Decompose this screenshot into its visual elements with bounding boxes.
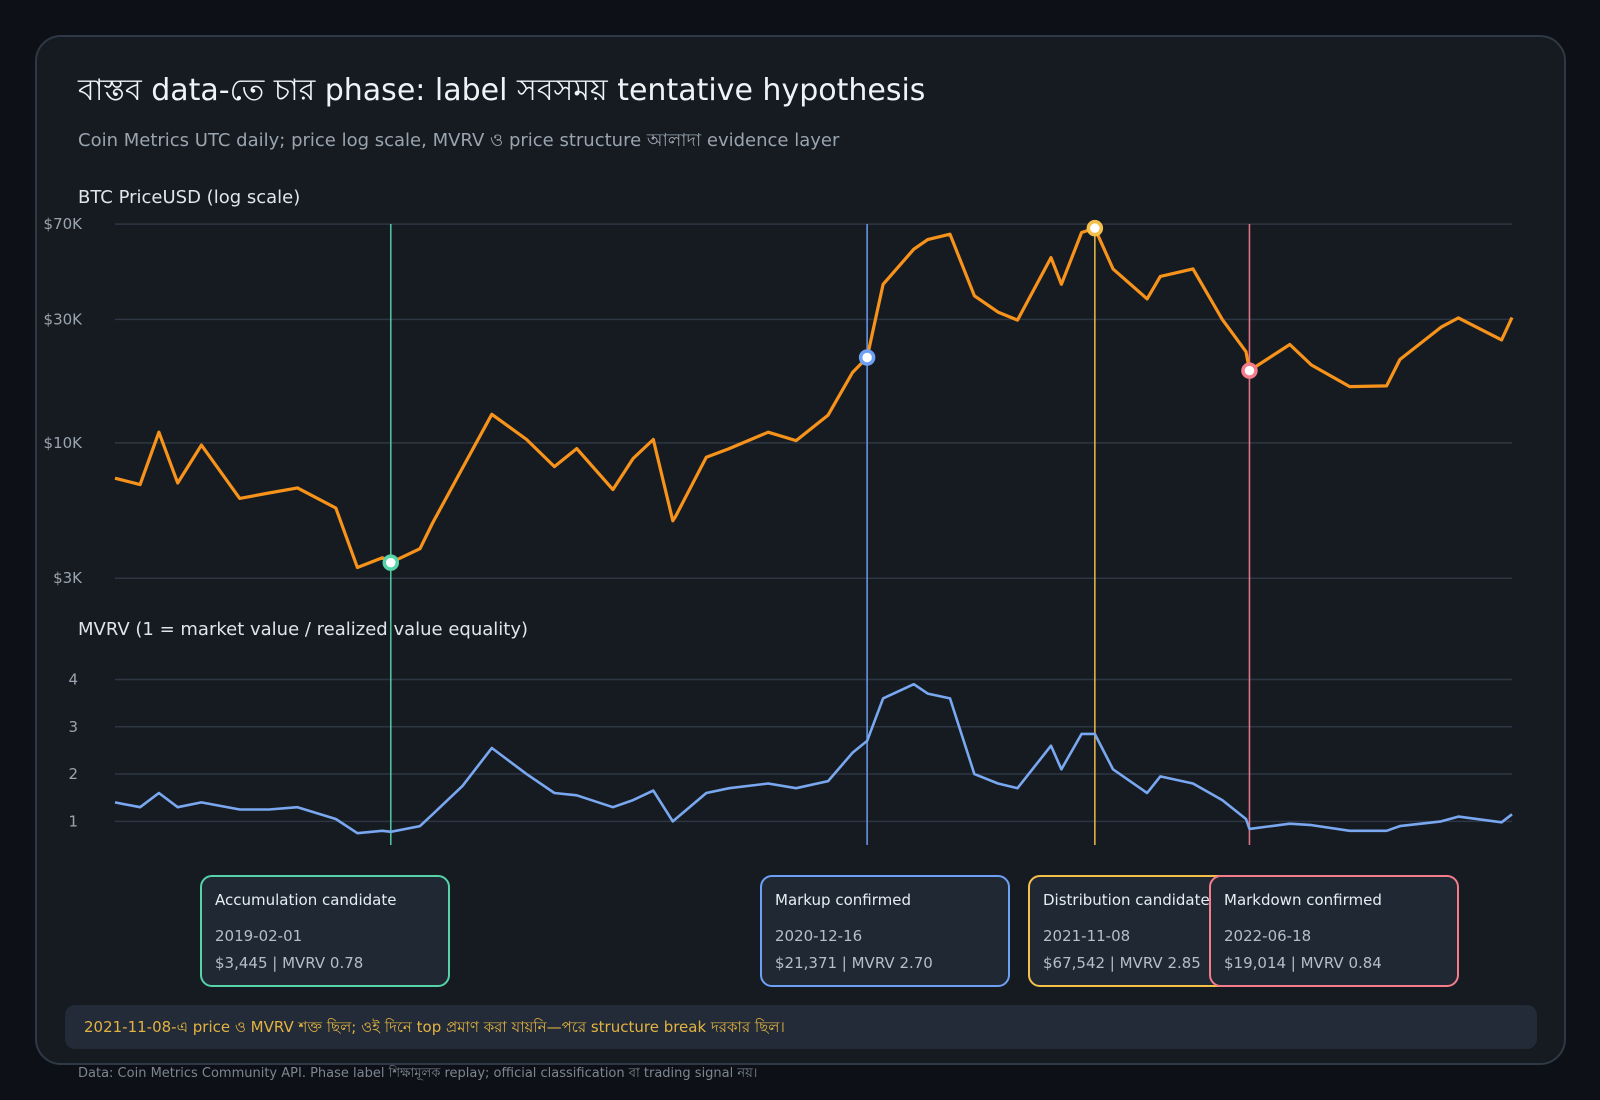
price-panel-title: BTC PriceUSD (log scale) <box>78 187 300 208</box>
phase-name: Markdown confirmed <box>1224 891 1382 909</box>
phase-markers <box>382 219 1258 571</box>
phase-metrics: $3,445 | MVRV 0.78 <box>215 954 364 972</box>
phase-marker-markdown <box>1241 362 1258 379</box>
mvrv-panel-title: MVRV (1 = market value / realized value … <box>78 619 528 640</box>
price-tick-label: $30K <box>44 310 84 328</box>
phase-card-markup: Markup confirmed 2020-12-16 $21,371 | MV… <box>760 875 1010 987</box>
phase-metrics: $19,014 | MVRV 0.84 <box>1224 954 1382 972</box>
phase-card-markdown: Markdown confirmed 2022-06-18 $19,014 | … <box>1209 875 1459 987</box>
series-lines <box>114 226 1514 835</box>
mvrv-tick-label: 1 <box>68 812 78 830</box>
axis-labels: BTC PriceUSD (log scale) MVRV (1 = market… <box>44 187 529 830</box>
phase-date: 2022-06-18 <box>1224 927 1312 945</box>
mvrv-tick-label: 2 <box>68 765 78 783</box>
phase-name: Accumulation candidate <box>215 891 397 909</box>
price-tick-label: $3K <box>53 569 83 587</box>
phase-card-accumulation: Accumulation candidate 2019-02-01 $3,445… <box>200 875 450 987</box>
phase-marker-distribution <box>1086 219 1104 237</box>
phase-name: Markup confirmed <box>775 891 911 909</box>
phase-date: 2020-12-16 <box>775 927 863 945</box>
mvrv-series-line <box>114 682 1513 835</box>
phase-date: 2021-11-08 <box>1043 927 1131 945</box>
page-subtitle: Coin Metrics UTC daily; price log scale,… <box>78 130 840 151</box>
phase-metrics: $67,542 | MVRV 2.85 <box>1043 954 1201 972</box>
phase-name: Distribution candidate <box>1043 891 1210 909</box>
interpretation-note: 2021-11-08-এ price ও MVRV শক্ত ছিল; ওই দ… <box>65 1005 1537 1049</box>
phase-date: 2019-02-01 <box>215 927 303 945</box>
price-series-line <box>114 226 1514 570</box>
footer-source: Data: Coin Metrics Community API. Phase … <box>78 1066 758 1081</box>
grid-layer <box>115 223 1512 823</box>
price-tick-label: $10K <box>44 434 84 452</box>
phase-marker-markup <box>858 349 876 366</box>
mvrv-tick-label: 3 <box>68 718 78 736</box>
price-tick-label: $70K <box>44 215 84 233</box>
phase-marker-accumulation <box>382 554 400 571</box>
phase-metrics: $21,371 | MVRV 2.70 <box>775 954 933 972</box>
mvrv-tick-label: 4 <box>68 670 78 688</box>
page-title: বাস্তব data-তে চার phase: label সবসময় t… <box>78 73 926 108</box>
phase-marker-lines <box>389 224 1251 845</box>
